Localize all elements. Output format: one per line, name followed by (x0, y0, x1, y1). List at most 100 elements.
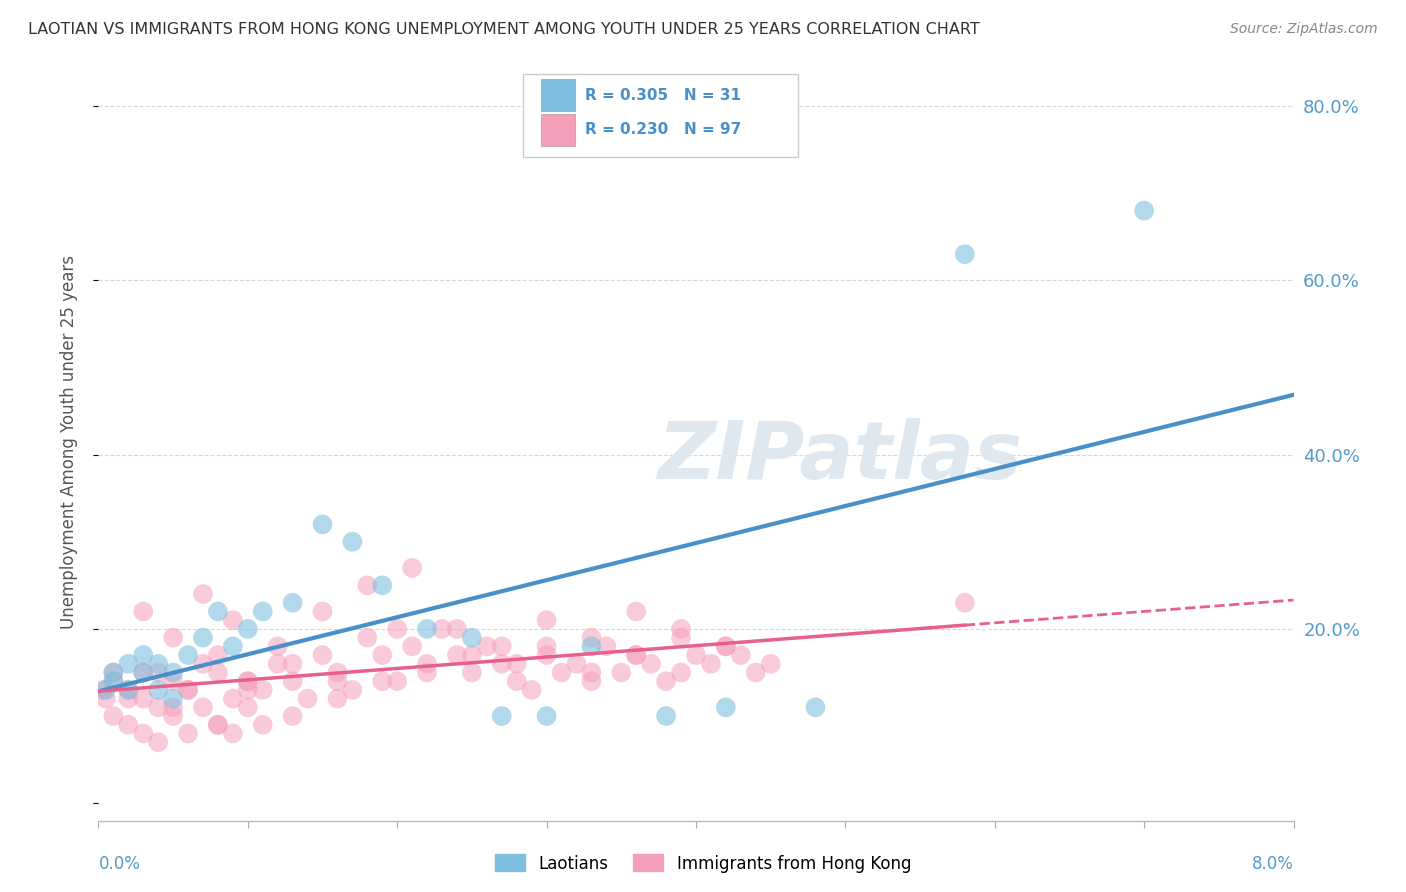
Point (252, 605, 274, 619)
Point (94, 682, 117, 697)
Point (565, 657, 588, 671)
Point (117, 718, 139, 732)
Text: Source: ZipAtlas.com: Source: ZipAtlas.com (1230, 22, 1378, 37)
Point (267, 640, 290, 654)
Point (103, 709, 125, 723)
Point (117, 691, 139, 706)
Point (162, 709, 184, 723)
Point (148, 657, 170, 671)
Point (669, 622, 692, 636)
Point (132, 665, 155, 680)
Point (536, 709, 558, 723)
Point (416, 622, 439, 636)
Point (103, 674, 125, 689)
Point (685, 648, 707, 662)
Point (669, 631, 692, 645)
Point (191, 700, 214, 714)
Point (581, 640, 603, 654)
Point (371, 648, 394, 662)
Point (177, 648, 200, 662)
Point (536, 648, 558, 662)
Point (222, 726, 245, 740)
Point (1133, 203, 1156, 218)
Point (759, 657, 782, 671)
Point (626, 605, 648, 619)
Point (236, 682, 259, 697)
Point (385, 674, 409, 689)
Point (416, 665, 439, 680)
Point (506, 674, 529, 689)
Point (281, 657, 304, 671)
Point (191, 631, 214, 645)
Point (148, 665, 170, 680)
Point (581, 665, 603, 680)
Point (177, 726, 200, 740)
Point (714, 700, 737, 714)
Point (416, 657, 439, 671)
Legend: Laotians, Immigrants from Hong Kong: Laotians, Immigrants from Hong Kong (488, 847, 918, 880)
Point (536, 613, 558, 627)
Point (461, 648, 484, 662)
Point (148, 735, 170, 749)
Point (222, 640, 245, 654)
Point (132, 726, 155, 740)
Point (117, 682, 139, 697)
Point (356, 578, 378, 592)
Point (236, 674, 259, 689)
Point (132, 691, 155, 706)
Point (177, 682, 200, 697)
Point (252, 682, 274, 697)
Text: R = 0.230   N = 97: R = 0.230 N = 97 (585, 122, 741, 137)
Y-axis label: Unemployment Among Youth under 25 years: Unemployment Among Youth under 25 years (59, 254, 77, 629)
Point (222, 691, 245, 706)
Point (491, 657, 513, 671)
Point (446, 622, 468, 636)
Point (311, 648, 333, 662)
Point (581, 674, 603, 689)
Point (804, 700, 827, 714)
Point (371, 674, 394, 689)
Point (162, 674, 184, 689)
Text: LAOTIAN VS IMMIGRANTS FROM HONG KONG UNEMPLOYMENT AMONG YOUTH UNDER 25 YEARS COR: LAOTIAN VS IMMIGRANTS FROM HONG KONG UNE… (28, 22, 980, 37)
Text: 8.0%: 8.0% (1251, 855, 1294, 873)
Point (117, 682, 139, 697)
Point (103, 665, 125, 680)
Point (207, 665, 229, 680)
Point (385, 622, 409, 636)
Point (132, 665, 155, 680)
Point (267, 657, 290, 671)
Point (148, 682, 170, 697)
Point (326, 691, 349, 706)
FancyBboxPatch shape (541, 114, 575, 145)
Point (281, 674, 304, 689)
Point (311, 517, 333, 532)
Point (550, 665, 572, 680)
Point (610, 665, 633, 680)
Text: 0.0%: 0.0% (98, 855, 141, 873)
Point (252, 718, 274, 732)
Point (297, 691, 319, 706)
Point (461, 665, 484, 680)
Point (640, 657, 662, 671)
Point (177, 682, 200, 697)
Point (595, 640, 617, 654)
Point (281, 596, 304, 610)
Point (669, 665, 692, 680)
Point (520, 682, 543, 697)
Point (207, 718, 229, 732)
Point (536, 640, 558, 654)
Point (714, 640, 737, 654)
Point (356, 631, 378, 645)
Point (222, 613, 245, 627)
Point (655, 674, 678, 689)
Point (626, 648, 648, 662)
Point (281, 709, 304, 723)
Point (148, 700, 170, 714)
Point (103, 665, 125, 680)
Point (655, 709, 678, 723)
Point (401, 640, 423, 654)
Point (491, 640, 513, 654)
Point (491, 709, 513, 723)
Point (311, 605, 333, 619)
Point (446, 648, 468, 662)
